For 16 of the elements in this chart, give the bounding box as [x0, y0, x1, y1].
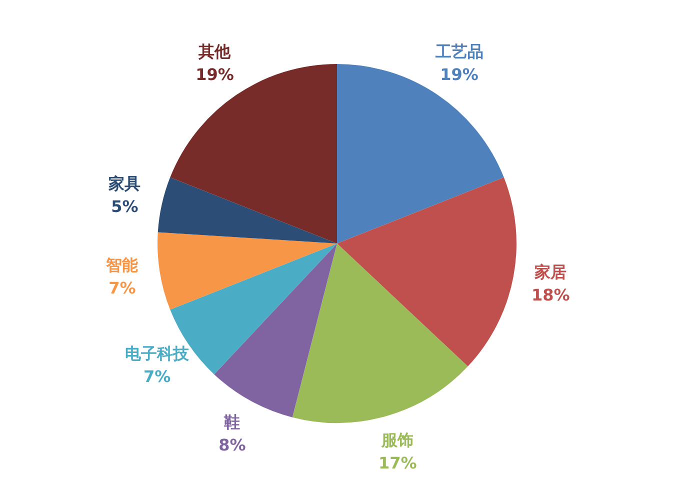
data-label: 19% — [440, 64, 478, 84]
data-label: 7% — [108, 278, 136, 298]
slice-label: 家居 — [534, 262, 567, 282]
slice-label: 工艺品 — [434, 42, 484, 61]
data-label: 18% — [532, 285, 570, 304]
data-label: 19% — [196, 64, 234, 84]
data-label: 8% — [218, 435, 246, 454]
slice-label: 智能 — [105, 256, 138, 275]
slice-label: 电子科技 — [125, 344, 190, 363]
slice-label: 其他 — [198, 42, 232, 61]
data-label: 7% — [144, 366, 171, 386]
slice-label: 家具 — [108, 174, 141, 194]
slice-label: 服饰 — [380, 430, 414, 450]
data-label: 5% — [111, 197, 138, 216]
data-label: 17% — [378, 454, 417, 473]
slice-label: 鞋 — [223, 412, 240, 432]
